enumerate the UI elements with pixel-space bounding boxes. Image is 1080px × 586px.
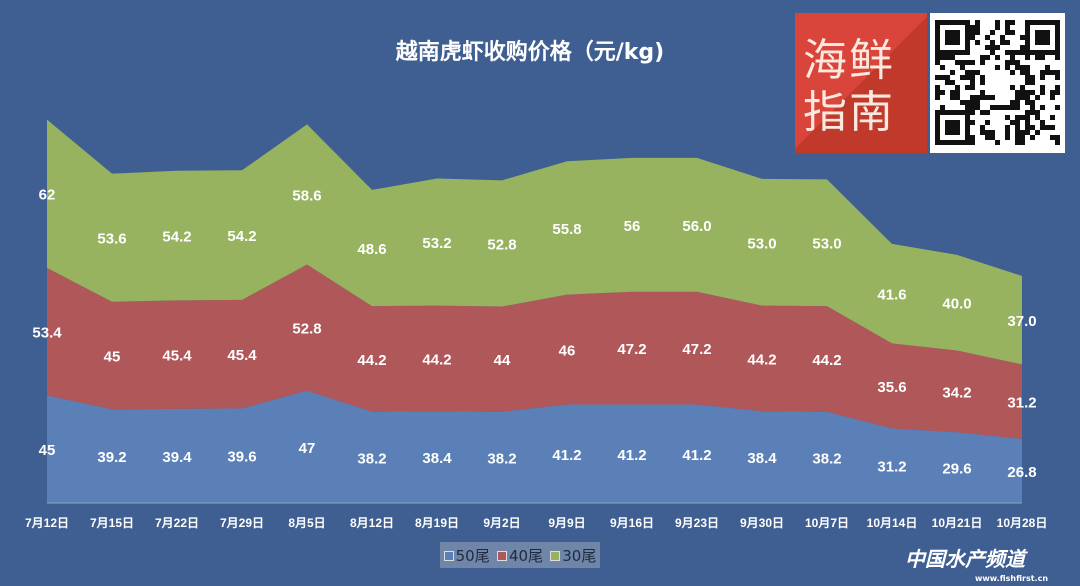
x-tick-label: 9月2日 bbox=[483, 516, 520, 530]
data-label: 44.2 bbox=[357, 352, 386, 369]
x-tick-label: 7月22日 bbox=[155, 516, 199, 530]
chart-title: 越南虎虾收购价格（元/kg) bbox=[395, 40, 665, 65]
data-label: 38.2 bbox=[357, 450, 386, 467]
area-series-40尾 bbox=[47, 264, 1022, 439]
data-label: 55.8 bbox=[552, 221, 581, 238]
data-label: 47.2 bbox=[682, 341, 711, 358]
legend-item-30: 30尾 bbox=[550, 545, 596, 566]
data-label: 39.4 bbox=[162, 449, 192, 466]
data-label: 39.2 bbox=[97, 449, 126, 466]
area-series-50尾 bbox=[47, 390, 1022, 503]
data-label: 53.6 bbox=[97, 231, 126, 248]
x-tick-label: 7月29日 bbox=[220, 516, 264, 530]
legend-item-40: 40尾 bbox=[496, 545, 543, 566]
seafood-guide-logo: 海鲜 指南 bbox=[795, 13, 927, 153]
data-label: 38.2 bbox=[812, 450, 841, 467]
data-label: 45 bbox=[104, 349, 121, 366]
data-label: 45.4 bbox=[162, 348, 192, 365]
data-label: 45.4 bbox=[227, 347, 257, 364]
x-tick-label: 9月30日 bbox=[740, 516, 784, 530]
data-label: 56.0 bbox=[682, 218, 711, 235]
data-label: 41.2 bbox=[552, 447, 581, 464]
chart-legend: 50尾 40尾 30尾 bbox=[440, 542, 600, 568]
data-label: 46 bbox=[559, 343, 576, 360]
x-tick-label: 10月21日 bbox=[932, 516, 983, 530]
x-tick-label: 9月9日 bbox=[548, 516, 585, 530]
data-label: 31.2 bbox=[1007, 395, 1036, 412]
data-label: 44.2 bbox=[747, 351, 776, 368]
data-label: 34.2 bbox=[942, 384, 971, 401]
data-label: 38.4 bbox=[422, 450, 452, 467]
data-label: 35.6 bbox=[877, 379, 906, 396]
x-tick-label: 8月5日 bbox=[288, 516, 325, 530]
data-label: 38.2 bbox=[487, 450, 516, 467]
watermark-url: www.fishfirst.cn bbox=[975, 574, 1049, 583]
data-label: 56 bbox=[624, 218, 641, 235]
x-tick-label: 7月15日 bbox=[90, 516, 134, 530]
data-label: 62 bbox=[39, 187, 56, 204]
data-label: 53.4 bbox=[32, 325, 62, 342]
x-tick-label: 10月28日 bbox=[997, 516, 1048, 530]
data-label: 53.0 bbox=[747, 235, 776, 252]
x-tick-label: 9月16日 bbox=[610, 516, 654, 530]
x-tick-label: 8月19日 bbox=[415, 516, 459, 530]
data-label: 40.0 bbox=[942, 296, 971, 313]
data-label: 26.8 bbox=[1007, 464, 1036, 481]
legend-item-50: 50尾 bbox=[443, 545, 490, 566]
data-label: 44 bbox=[494, 352, 511, 369]
data-label: 45 bbox=[39, 442, 56, 459]
data-label: 54.2 bbox=[162, 229, 191, 246]
data-label: 52.8 bbox=[487, 236, 516, 253]
qr-code bbox=[930, 13, 1065, 153]
data-label: 53.2 bbox=[422, 235, 451, 252]
x-tick-label: 8月12日 bbox=[350, 516, 394, 530]
data-label: 44.2 bbox=[812, 352, 841, 369]
data-label: 53.0 bbox=[812, 236, 841, 253]
data-label: 47.2 bbox=[617, 341, 646, 358]
data-label: 41.6 bbox=[877, 287, 906, 304]
x-tick-label: 7月12日 bbox=[25, 516, 69, 530]
data-label: 29.6 bbox=[942, 461, 971, 478]
data-label: 38.4 bbox=[747, 450, 777, 467]
x-tick-label: 10月14日 bbox=[867, 516, 918, 530]
x-tick-label: 10月7日 bbox=[805, 516, 849, 530]
data-label: 41.2 bbox=[682, 447, 711, 464]
data-label: 58.6 bbox=[292, 187, 321, 204]
x-tick-label: 9月23日 bbox=[675, 516, 719, 530]
data-label: 52.8 bbox=[292, 321, 321, 338]
data-label: 41.2 bbox=[617, 447, 646, 464]
data-label: 48.6 bbox=[357, 241, 386, 258]
data-label: 54.2 bbox=[227, 228, 256, 245]
data-label: 31.2 bbox=[877, 459, 906, 476]
data-label: 44.2 bbox=[422, 351, 451, 368]
data-label: 37.0 bbox=[1007, 313, 1036, 330]
data-label: 47 bbox=[299, 440, 316, 457]
data-label: 39.6 bbox=[227, 449, 256, 466]
watermark-name: 中国水产频道 bbox=[905, 547, 1025, 571]
area-series-30尾 bbox=[47, 119, 1022, 365]
